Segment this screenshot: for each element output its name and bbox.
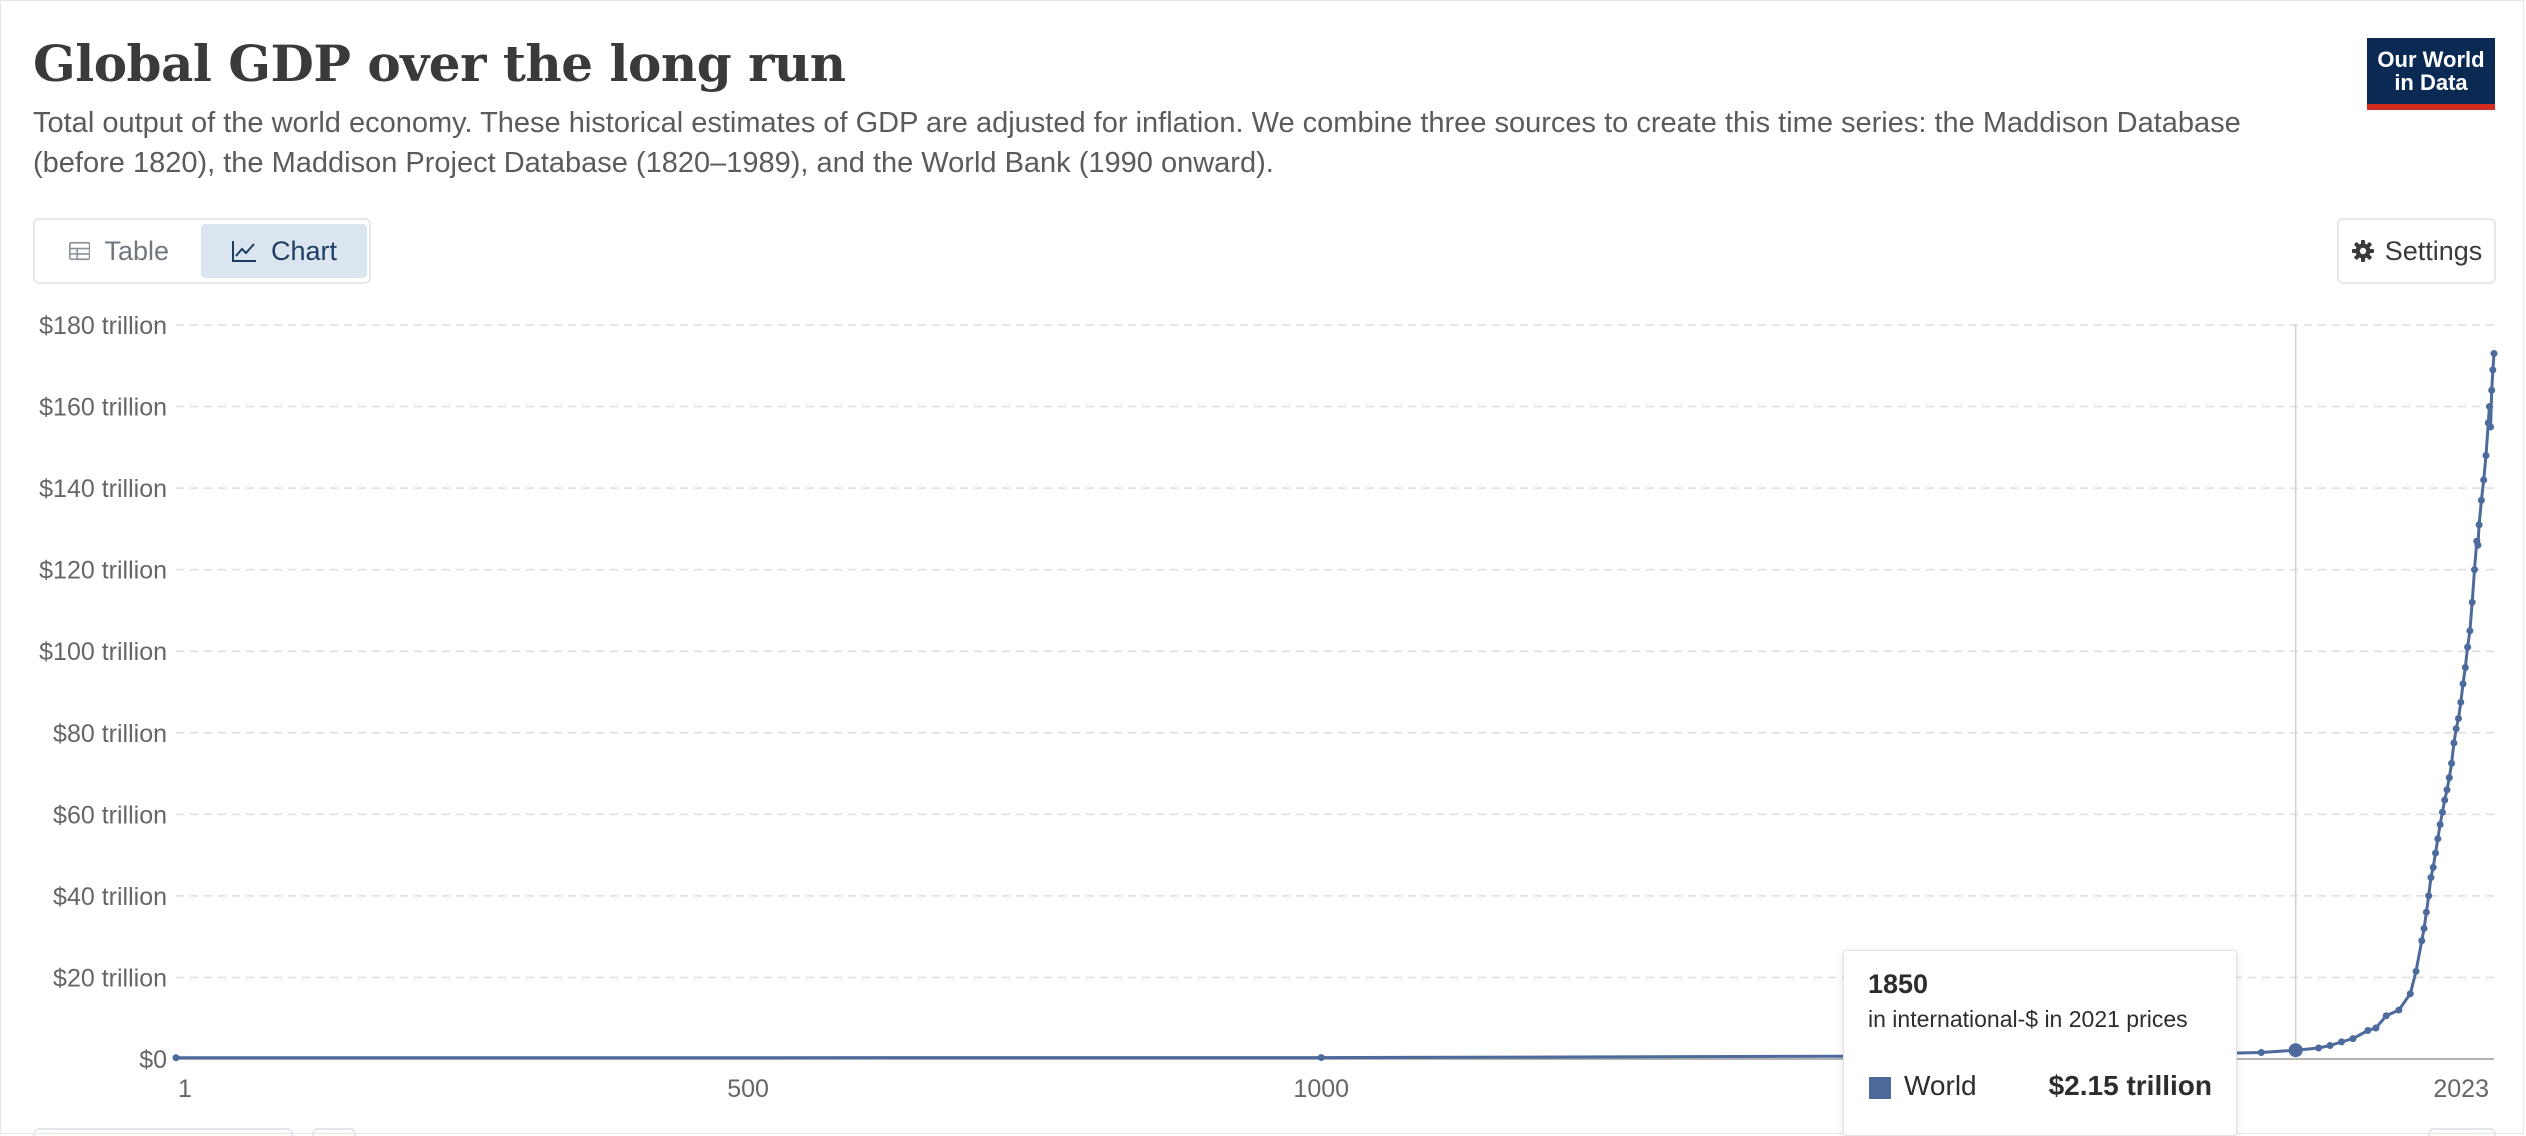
data-point[interactable] [2452, 725, 2460, 733]
data-point[interactable] [2257, 1048, 2265, 1056]
logo-line-2: in Data [2394, 70, 2468, 95]
y-tick-label: $20 trillion [53, 964, 167, 992]
data-point[interactable] [2482, 451, 2490, 459]
data-point[interactable] [2457, 698, 2465, 706]
data-point[interactable] [2425, 892, 2433, 900]
y-tick-label: $100 trillion [39, 638, 167, 666]
data-point[interactable] [2422, 908, 2430, 916]
tab-table-label: Table [104, 235, 169, 266]
data-point[interactable] [2471, 566, 2479, 574]
data-point[interactable] [2427, 874, 2435, 882]
data-point[interactable] [2487, 423, 2495, 431]
tab-chart-label: Chart [270, 235, 337, 266]
data-point[interactable] [2464, 643, 2472, 651]
bottom-control-stub[interactable] [2428, 1128, 2496, 1136]
y-tick-label: $160 trillion [39, 394, 167, 422]
data-point[interactable] [2395, 1006, 2403, 1014]
y-tick-label: $120 trillion [39, 557, 167, 585]
data-point[interactable] [2474, 541, 2482, 549]
data-point[interactable] [2448, 759, 2456, 767]
data-point[interactable] [2432, 849, 2440, 857]
logo-line-1: Our World [2377, 47, 2485, 72]
data-point[interactable] [2372, 1024, 2380, 1032]
data-point[interactable] [2488, 386, 2496, 394]
bottom-control-stub[interactable] [33, 1128, 293, 1136]
data-point[interactable] [2450, 739, 2458, 747]
tab-table[interactable]: Table [39, 224, 199, 278]
data-point[interactable] [2326, 1042, 2334, 1050]
data-point[interactable] [2489, 366, 2497, 374]
data-point[interactable] [2434, 835, 2442, 843]
data-point[interactable] [1317, 1054, 1325, 1062]
y-tick-label: $180 trillion [39, 312, 167, 340]
data-point[interactable] [2412, 967, 2420, 975]
data-point[interactable] [2406, 990, 2414, 998]
settings-button[interactable]: Settings [2337, 218, 2496, 284]
data-point[interactable] [2382, 1012, 2390, 1020]
data-point[interactable] [2441, 796, 2449, 804]
page-subtitle: Total output of the world economy. These… [33, 107, 2241, 179]
data-point[interactable] [2477, 496, 2485, 504]
y-axis: $0 $20 trillion $40 trillion $60 trillion $8… [39, 312, 167, 1074]
y-tick-label: $40 trillion [53, 883, 167, 911]
tooltip-value: $2.15 trillion [2048, 1070, 2212, 1101]
data-point[interactable] [2454, 715, 2462, 723]
series-world[interactable] [172, 350, 2498, 1062]
owid-logo[interactable]: Our World in Data [2367, 38, 2495, 110]
line-chart-icon [231, 241, 256, 262]
data-point[interactable] [2364, 1026, 2372, 1034]
data-point[interactable] [2420, 925, 2428, 933]
data-point[interactable] [2475, 521, 2483, 529]
y-tick-label: $0 [139, 1046, 167, 1074]
chart-tooltip: 1850 in international-$ in 2021 prices W… [1843, 950, 2237, 1136]
settings-label: Settings [2384, 235, 2483, 266]
data-point[interactable] [2438, 808, 2446, 816]
hover-point[interactable] [2288, 1043, 2303, 1058]
view-toggle: Table Chart [33, 218, 371, 284]
tooltip-entity: World [1904, 1070, 1977, 1101]
tab-chart[interactable]: Chart [201, 224, 367, 278]
data-point[interactable] [2429, 863, 2437, 871]
data-point[interactable] [2338, 1038, 2346, 1046]
tooltip-year: 1850 [1868, 969, 1929, 999]
data-point[interactable] [2418, 937, 2426, 945]
gear-icon [2351, 240, 2374, 262]
gridlines [176, 324, 2494, 1060]
data-point[interactable] [2468, 598, 2476, 606]
bottom-control-stub[interactable] [312, 1128, 356, 1136]
data-point[interactable] [2461, 664, 2469, 672]
data-point[interactable] [172, 1054, 180, 1062]
tooltip-legend-swatch [1869, 1077, 1891, 1099]
y-tick-label: $60 trillion [53, 801, 167, 829]
data-point[interactable] [2490, 350, 2498, 358]
page-title: Global GDP over the long run [33, 34, 846, 93]
x-tick-label: 2023 [2433, 1075, 2489, 1103]
x-axis: 1 500 1000 2023 [178, 1075, 2489, 1103]
tooltip-unit: in international-$ in 2021 prices [1868, 1006, 2188, 1032]
x-tick-label: 500 [727, 1075, 769, 1103]
data-point[interactable] [2436, 821, 2444, 829]
data-point[interactable] [2466, 627, 2474, 635]
data-point[interactable] [2445, 774, 2453, 782]
data-point[interactable] [2459, 680, 2467, 688]
y-tick-label: $140 trillion [39, 475, 167, 503]
data-point[interactable] [2315, 1044, 2323, 1052]
y-tick-label: $80 trillion [53, 720, 167, 748]
data-point[interactable] [2480, 476, 2488, 484]
x-tick-label: 1 [178, 1075, 192, 1103]
data-point[interactable] [2349, 1035, 2357, 1043]
x-tick-label: 1000 [1293, 1075, 1349, 1103]
table-icon [69, 241, 91, 261]
data-point[interactable] [2485, 403, 2493, 411]
data-point[interactable] [2443, 786, 2451, 794]
